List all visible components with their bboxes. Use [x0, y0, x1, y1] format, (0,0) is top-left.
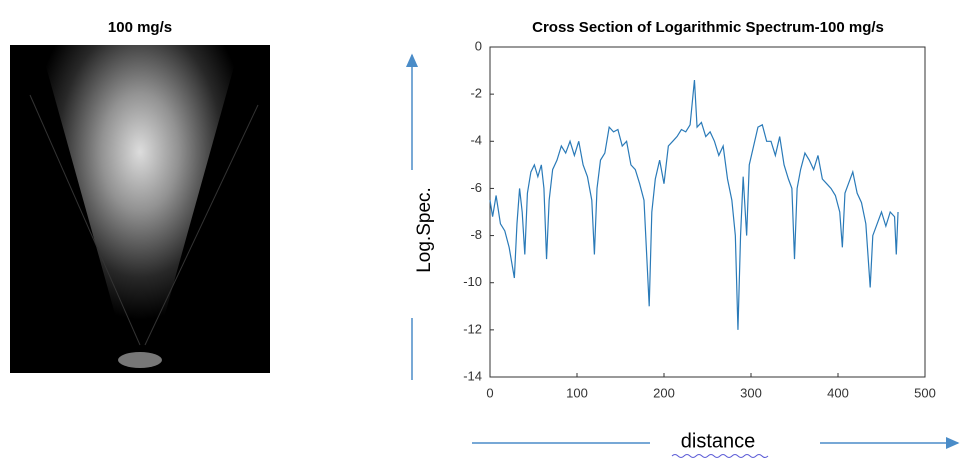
y-tick-label: -6: [470, 180, 482, 195]
y-tick-label: -14: [463, 368, 482, 383]
page: 100 mg/s Cross Section of Logarithmic Sp…: [0, 0, 971, 462]
spell-underline: [672, 455, 768, 458]
y-tick-label: 0: [475, 38, 482, 53]
y-tick-label: -4: [470, 133, 482, 148]
x-tick-label: 100: [566, 385, 588, 400]
y-tick-label: -12: [463, 321, 482, 336]
plot-frame: [490, 47, 925, 377]
x-tick-label: 300: [740, 385, 762, 400]
spray-image: [10, 45, 270, 373]
y-tick-label: -10: [463, 274, 482, 289]
y-tick-label: -8: [470, 227, 482, 242]
x-tick-label: 0: [486, 385, 493, 400]
x-tick-label: 200: [653, 385, 675, 400]
x-tick-label: 500: [914, 385, 936, 400]
y-axis-label: Log.Spec.: [414, 187, 435, 273]
data-line: [490, 80, 898, 330]
chart-title: Cross Section of Logarithmic Spectrum-10…: [532, 19, 884, 36]
y-tick-label: -2: [470, 86, 482, 101]
x-axis-label: distance: [681, 430, 756, 452]
x-tick-label: 400: [827, 385, 849, 400]
image-title: 100 mg/s: [108, 19, 172, 36]
